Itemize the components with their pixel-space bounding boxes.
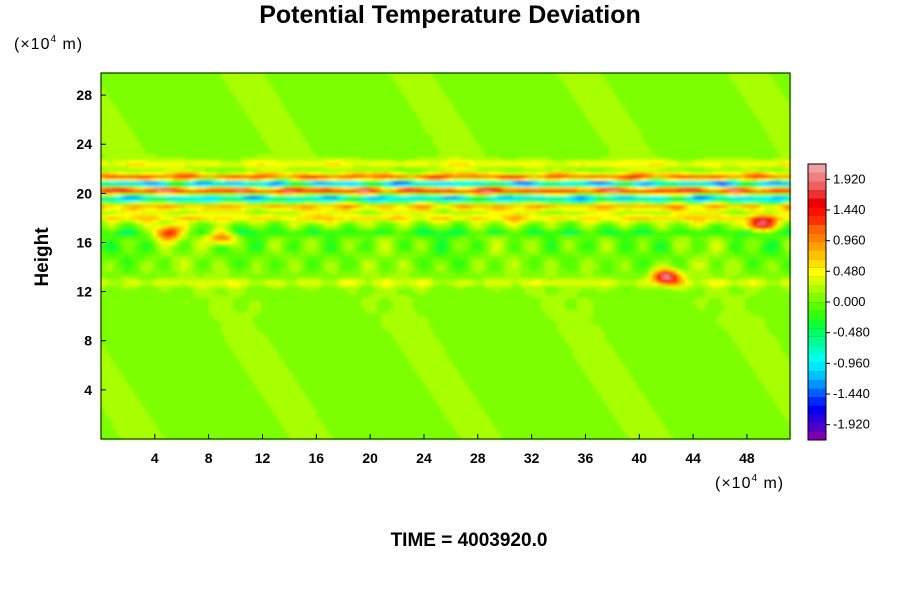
field-layer — [101, 73, 791, 440]
